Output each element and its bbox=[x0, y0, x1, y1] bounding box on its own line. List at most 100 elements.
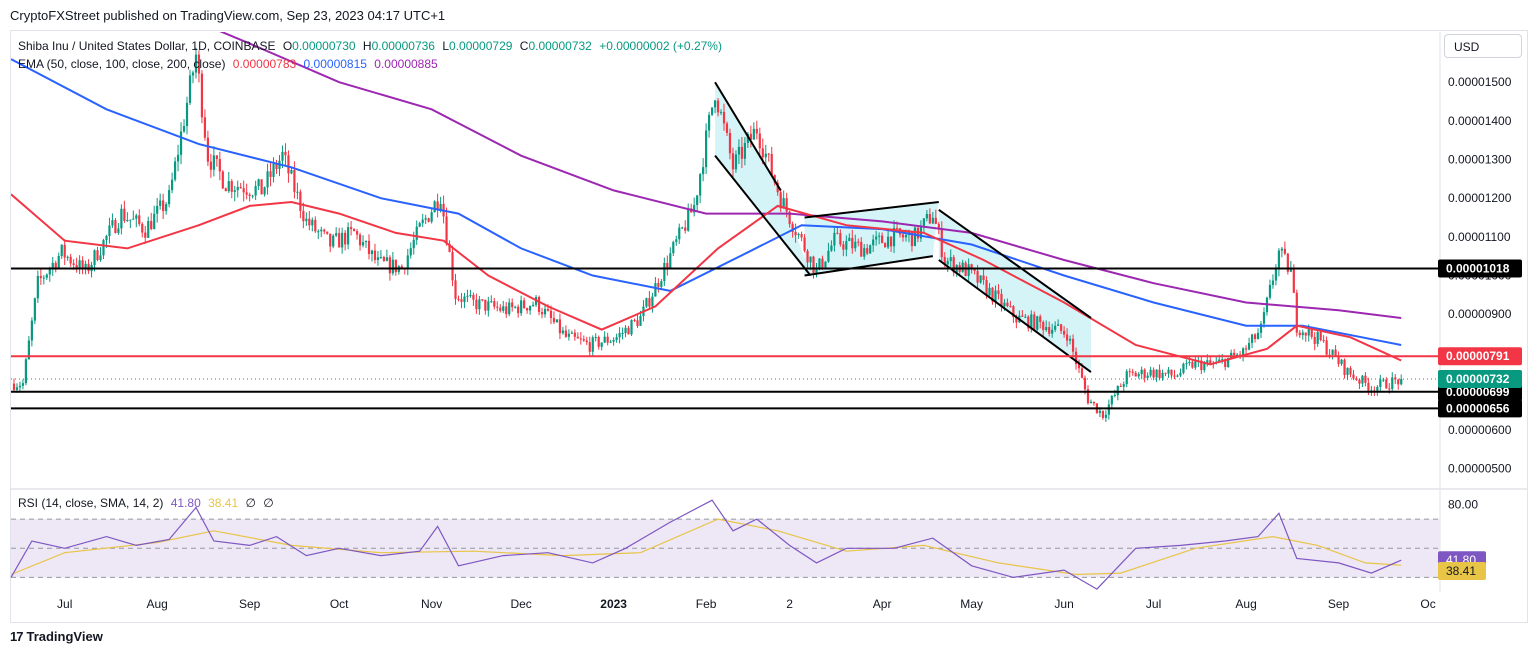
candle bbox=[1134, 371, 1137, 377]
candle bbox=[451, 245, 454, 287]
level-label-0: 0.00001018 bbox=[1446, 262, 1510, 276]
candle bbox=[1361, 375, 1364, 388]
candle-body bbox=[1352, 374, 1355, 379]
candle bbox=[690, 203, 693, 213]
candle bbox=[991, 287, 994, 305]
candle-body bbox=[1036, 316, 1039, 330]
symbol-title: Shiba Inu / United States Dollar, 1D, CO… bbox=[18, 39, 276, 53]
candle-body bbox=[621, 333, 624, 335]
candle-body bbox=[105, 236, 108, 241]
candle bbox=[719, 109, 723, 116]
time-tick-label: Aug bbox=[147, 597, 168, 611]
candle-body bbox=[200, 73, 204, 118]
candle-body bbox=[1152, 369, 1155, 378]
candle bbox=[326, 231, 329, 235]
time-tick-label: 2023 bbox=[600, 597, 627, 611]
candle-body bbox=[1331, 349, 1334, 355]
candle-body bbox=[1382, 379, 1385, 381]
candle-body bbox=[84, 263, 87, 269]
candle bbox=[391, 252, 394, 276]
candle bbox=[663, 257, 666, 287]
candle-body bbox=[1206, 360, 1209, 363]
candle bbox=[1155, 369, 1158, 383]
candle-body bbox=[925, 214, 928, 219]
currency-selector[interactable]: USD bbox=[1444, 34, 1522, 58]
candle bbox=[657, 278, 660, 293]
candle bbox=[854, 234, 857, 252]
candle bbox=[209, 153, 212, 178]
candle bbox=[648, 290, 651, 311]
candle-body bbox=[290, 170, 293, 174]
candle bbox=[725, 121, 729, 136]
candle bbox=[731, 147, 735, 178]
candle bbox=[305, 212, 308, 226]
candle-body bbox=[1319, 332, 1322, 341]
candle bbox=[197, 50, 201, 83]
candle bbox=[857, 238, 860, 247]
candle-body bbox=[869, 245, 872, 254]
candle bbox=[1143, 368, 1146, 383]
candle-body bbox=[949, 257, 952, 262]
price-tick-label: 0.00001100 bbox=[1448, 230, 1511, 244]
candle-body bbox=[988, 287, 991, 296]
candle bbox=[687, 203, 690, 232]
candle bbox=[251, 194, 254, 199]
candle bbox=[123, 200, 126, 223]
candle bbox=[293, 161, 296, 199]
candle bbox=[961, 259, 964, 273]
candle-body bbox=[806, 250, 809, 263]
candle-body bbox=[931, 217, 934, 224]
candle bbox=[221, 170, 224, 190]
candle-body bbox=[716, 100, 720, 113]
candle-body bbox=[889, 236, 893, 247]
candle bbox=[675, 235, 678, 246]
candle-body bbox=[1259, 323, 1263, 333]
candle-body bbox=[120, 208, 123, 229]
candle-body bbox=[421, 219, 424, 224]
candle-body bbox=[173, 161, 177, 180]
candle-body bbox=[326, 231, 329, 234]
candle bbox=[1063, 326, 1066, 338]
candle-body bbox=[385, 257, 388, 261]
candle-body bbox=[317, 231, 320, 233]
candle bbox=[460, 292, 463, 309]
candle bbox=[606, 332, 609, 346]
candle-body bbox=[1361, 375, 1364, 384]
candle-body bbox=[764, 153, 767, 158]
candle-body bbox=[117, 228, 120, 233]
candle bbox=[1286, 252, 1289, 275]
candle-body bbox=[1074, 351, 1078, 364]
candle-body bbox=[1131, 371, 1134, 373]
candle-body bbox=[1080, 368, 1084, 378]
candle-body bbox=[761, 148, 764, 158]
candle-body bbox=[752, 128, 755, 140]
candle bbox=[1265, 296, 1269, 316]
candle-body bbox=[791, 224, 794, 232]
candle bbox=[1247, 337, 1251, 351]
candle-body bbox=[159, 200, 162, 206]
candle bbox=[1101, 410, 1104, 420]
candle-body bbox=[1030, 314, 1033, 329]
candle-body bbox=[323, 229, 326, 232]
candle-body bbox=[651, 296, 654, 307]
candle bbox=[135, 213, 138, 228]
candle bbox=[1086, 385, 1090, 405]
candle-body bbox=[523, 300, 526, 309]
candle bbox=[203, 109, 207, 141]
candle-body bbox=[612, 340, 615, 342]
candle bbox=[666, 255, 669, 276]
candle-body bbox=[1325, 340, 1328, 355]
candle bbox=[1074, 347, 1078, 370]
candle-body bbox=[108, 225, 111, 237]
candle bbox=[69, 253, 72, 267]
candle-body bbox=[293, 170, 296, 192]
candle bbox=[827, 242, 830, 263]
candle-body bbox=[540, 312, 544, 315]
tradingview-brand[interactable]: 17 TradingView bbox=[10, 629, 103, 644]
candle-body bbox=[338, 233, 341, 248]
candle bbox=[129, 219, 132, 229]
candle-body bbox=[934, 217, 937, 224]
candle-body bbox=[1042, 321, 1045, 331]
candle-body bbox=[991, 287, 994, 302]
